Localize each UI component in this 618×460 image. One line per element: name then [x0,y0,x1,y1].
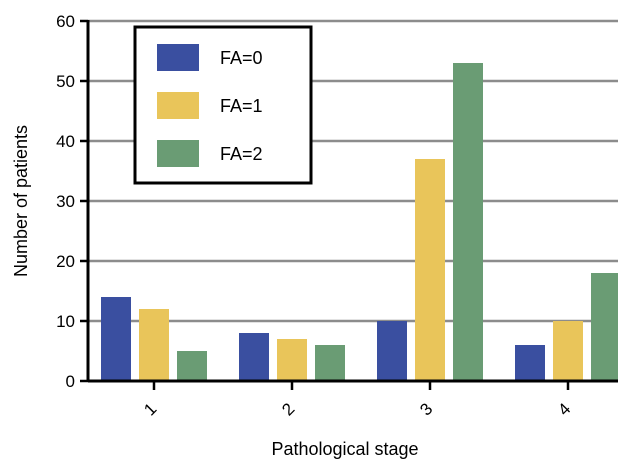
y-tick-label: 0 [66,372,75,391]
bar-fa1-stage-4 [553,321,583,381]
y-ticks: 0 10 20 30 40 50 60 [56,12,88,391]
bar-fa2-stage-4 [591,273,618,381]
x-tick-label: 3 [416,399,436,419]
bar-fa0-stage-2 [239,333,269,381]
y-axis-title: Number of patients [11,125,31,277]
legend-label: FA=1 [220,96,263,116]
x-ticks: 1 2 3 4 [140,381,574,419]
y-tick-label: 60 [56,12,75,31]
bar-fa2-stage-1 [177,351,207,381]
legend: FA=0 FA=1 FA=2 [133,25,313,185]
x-axis-title: Pathological stage [271,439,418,459]
legend-swatch [157,44,199,71]
legend-label: FA=0 [220,48,263,68]
y-tick-label: 40 [56,132,75,151]
bar-fa0-stage-1 [101,297,131,381]
bar-fa0-stage-3 [377,321,407,381]
bars [101,63,618,381]
bar-fa1-stage-2 [277,339,307,381]
x-tick-label: 4 [554,399,574,419]
y-tick-label: 30 [56,192,75,211]
x-tick-label: 2 [278,399,298,419]
x-tick-label: 1 [140,399,160,419]
y-tick-label: 10 [56,312,75,331]
bar-fa2-stage-3 [453,63,483,381]
legend-swatch [157,140,199,167]
bar-fa0-stage-4 [515,345,545,381]
bar-fa1-stage-3 [415,159,445,381]
legend-swatch [157,92,199,119]
bar-fa2-stage-2 [315,345,345,381]
y-tick-label: 50 [56,72,75,91]
bar-fa1-stage-1 [139,309,169,381]
y-tick-label: 20 [56,252,75,271]
legend-label: FA=2 [220,144,263,164]
